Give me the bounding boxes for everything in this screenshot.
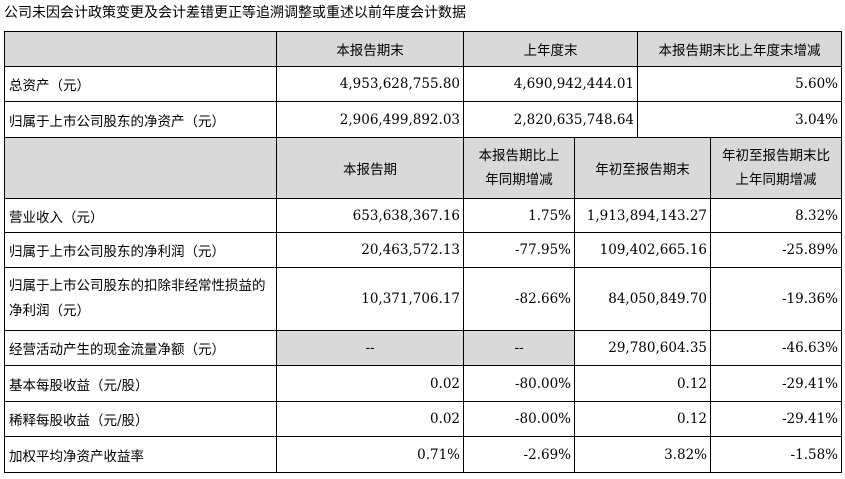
t2-cell: 29,780,604.35 bbox=[574, 330, 711, 366]
t1-header-blank bbox=[4, 31, 277, 67]
t2-row-label: 基本每股收益（元/股） bbox=[4, 365, 277, 402]
t2-cell: -25.89% bbox=[710, 232, 842, 268]
t2-cell: -29.41% bbox=[710, 401, 842, 437]
t2-cell: -77.95% bbox=[463, 232, 575, 268]
t2-row-label: 营业收入（元） bbox=[4, 198, 277, 233]
t1-header-prior-year-end: 上年度末 bbox=[463, 31, 638, 67]
t2-cell: 1.75% bbox=[463, 198, 575, 233]
t2-cell: 1,913,894,143.27 bbox=[574, 198, 711, 233]
t2-cell: 20,463,572.13 bbox=[276, 232, 464, 268]
t2-cell: -- bbox=[276, 330, 464, 366]
t1-cell: 4,953,628,755.80 bbox=[276, 66, 464, 102]
t2-cell: 653,638,367.16 bbox=[276, 198, 464, 233]
t2-cell: 8.32% bbox=[710, 198, 842, 233]
t2-row-label: 加权平均净资产收益率 bbox=[4, 436, 277, 473]
table-caption: 公司未因会计政策变更及会计差错更正等追溯调整或重述以前年度会计数据 bbox=[4, 5, 466, 21]
t2-cell: -46.63% bbox=[710, 330, 842, 366]
t1-header-change: 本报告期末比上年度末增减 bbox=[637, 31, 842, 67]
t2-cell: -29.41% bbox=[710, 365, 842, 402]
t2-cell: 10,371,706.17 bbox=[276, 267, 464, 331]
t1-row-label: 归属于上市公司股东的净资产（元） bbox=[4, 101, 277, 138]
t1-header-period-end: 本报告期末 bbox=[276, 31, 464, 67]
t2-cell: 3.82% bbox=[574, 436, 711, 473]
t2-row-label: 经营活动产生的现金流量净额（元） bbox=[4, 330, 277, 366]
t2-cell: 0.02 bbox=[276, 365, 464, 402]
t2-header-period-change: 本报告期比上年同期增减 bbox=[463, 137, 575, 199]
t2-cell: 0.71% bbox=[276, 436, 464, 473]
t1-row-label: 总资产（元） bbox=[4, 66, 277, 102]
t2-row-label: 归属于上市公司股东的扣除非经常性损益的净利润（元） bbox=[4, 267, 277, 331]
t2-cell: -1.58% bbox=[710, 436, 842, 473]
t2-cell: -- bbox=[463, 330, 575, 366]
t2-cell: -80.00% bbox=[463, 401, 575, 437]
t1-cell: 4,690,942,444.01 bbox=[463, 66, 638, 102]
t2-cell: 84,050,849.70 bbox=[574, 267, 711, 331]
t2-header-period: 本报告期 bbox=[276, 137, 464, 199]
t2-header-ytd-change: 年初至报告期末比上年同期增减 bbox=[710, 137, 842, 199]
t1-cell: 5.60% bbox=[637, 66, 842, 102]
t2-cell: 0.02 bbox=[276, 401, 464, 437]
t2-cell: -80.00% bbox=[463, 365, 575, 402]
t2-row-label: 稀释每股收益（元/股） bbox=[4, 401, 277, 437]
t2-header-ytd: 年初至报告期末 bbox=[574, 137, 711, 199]
t2-cell: 0.12 bbox=[574, 365, 711, 402]
t2-cell: 0.12 bbox=[574, 401, 711, 437]
t1-cell: 2,906,499,892.03 bbox=[276, 101, 464, 138]
t2-cell: -82.66% bbox=[463, 267, 575, 331]
t2-row-label: 归属于上市公司股东的净利润（元） bbox=[4, 232, 277, 268]
t2-header-blank bbox=[4, 137, 277, 199]
t2-cell: -19.36% bbox=[710, 267, 842, 331]
t2-cell: 109,402,665.16 bbox=[574, 232, 711, 268]
t1-cell: 3.04% bbox=[637, 101, 842, 138]
t2-cell: -2.69% bbox=[463, 436, 575, 473]
t1-cell: 2,820,635,748.64 bbox=[463, 101, 638, 138]
